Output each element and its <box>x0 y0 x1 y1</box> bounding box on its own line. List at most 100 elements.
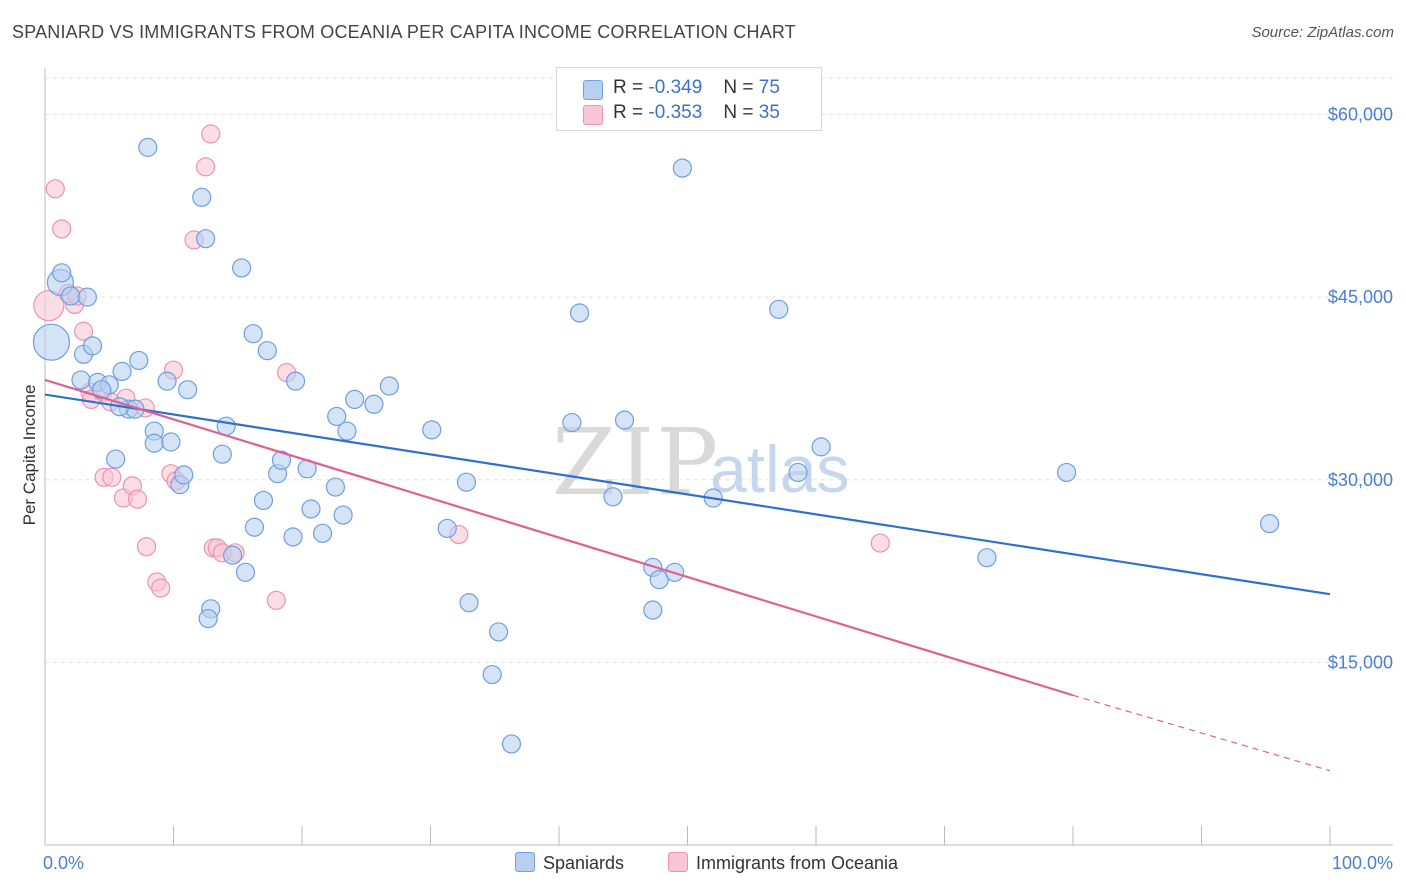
legend-r-value: -0.349 <box>648 77 703 98</box>
spaniard-point <box>212 444 232 464</box>
oceania-point <box>201 124 221 144</box>
spaniards-trend-line <box>44 393 1331 596</box>
series-oceania-points <box>33 124 890 610</box>
legend-n-label: N = <box>723 77 754 98</box>
spaniard-point <box>271 450 292 470</box>
y-tick-label: $30,000 <box>1328 470 1393 490</box>
x-tick-label-start: 0.0% <box>43 853 84 873</box>
spaniard-point <box>223 545 243 565</box>
chart-title: SPANIARD VS IMMIGRANTS FROM OCEANIA PER … <box>12 22 796 42</box>
oceania-point <box>870 533 890 553</box>
y-axis-label: Per Capita Income <box>20 385 39 526</box>
spaniard-point <box>569 303 590 323</box>
oceania-trend-extension <box>1072 694 1331 772</box>
legend-r-label: R = <box>613 102 644 123</box>
spaniard-point <box>977 548 997 568</box>
spaniard-point <box>174 465 194 485</box>
y-tick-label: $60,000 <box>1328 105 1393 125</box>
spaniard-point <box>52 263 72 283</box>
oceania-point <box>73 321 94 341</box>
legend-r-label: R = <box>613 77 644 98</box>
bottom-legend-oceania: Immigrants from Oceania <box>668 852 898 874</box>
spaniard-point <box>129 350 149 371</box>
source-label: Source: ZipAtlas.com <box>1251 24 1394 41</box>
spaniard-point <box>285 371 306 391</box>
legend-label-spaniards: Spaniards <box>543 853 625 873</box>
spaniard-point <box>257 341 277 361</box>
y-tick-labels: $15,000 $30,000 $45,000 $60,000 <box>1328 105 1393 673</box>
legend-swatch-pink <box>668 852 688 872</box>
spaniard-point <box>327 406 347 427</box>
spaniard-point <box>482 664 502 685</box>
spaniard-point <box>32 323 71 361</box>
spaniard-point <box>811 437 831 457</box>
legend-n-value: 75 <box>758 77 780 98</box>
spaniard-point <box>144 433 164 453</box>
spaniard-point <box>77 287 98 307</box>
spaniard-point <box>501 734 522 754</box>
legend-n-label: N = <box>723 102 754 123</box>
oceania-point <box>266 590 286 610</box>
spaniard-point <box>196 229 216 249</box>
spaniard-point <box>106 449 126 469</box>
oceania-point <box>136 537 157 557</box>
spaniard-point <box>649 569 669 590</box>
oceania-point <box>52 219 72 239</box>
legend-swatch-blue <box>583 80 603 100</box>
spaniard-point <box>253 490 274 511</box>
spaniard-point <box>138 137 158 157</box>
spaniard-point <box>232 258 252 278</box>
spaniard-point <box>788 462 808 483</box>
oceania-point <box>151 578 171 598</box>
spaniard-point <box>345 389 365 410</box>
spaniard-point <box>672 158 692 178</box>
x-tick-label-end: 100.0% <box>1332 853 1393 873</box>
legend-r-value: -0.353 <box>648 102 703 123</box>
legend-swatch-blue <box>515 852 535 872</box>
spaniard-point <box>1260 513 1280 534</box>
spaniard-point <box>456 472 477 492</box>
legend-label-oceania: Immigrants from Oceania <box>696 853 899 873</box>
spaniard-point <box>325 477 346 497</box>
spaniard-point <box>91 380 112 400</box>
legend-swatch-pink <box>583 105 603 125</box>
spaniard-point <box>614 410 635 430</box>
spaniard-point <box>235 562 256 582</box>
spaniard-point <box>437 518 457 539</box>
legend-n-value: 35 <box>758 102 780 123</box>
spaniard-point <box>198 608 218 629</box>
spaniard-point <box>192 187 212 207</box>
spaniard-point <box>459 593 479 613</box>
spaniard-point <box>157 371 177 391</box>
spaniard-point <box>161 432 181 452</box>
spaniard-point <box>112 361 132 382</box>
oceania-trend-line <box>44 378 1074 697</box>
oceania-point <box>45 179 65 199</box>
spaniard-point <box>364 394 384 414</box>
spaniard-point <box>489 622 509 642</box>
spaniard-point <box>61 286 81 306</box>
spaniard-point <box>283 527 303 547</box>
spaniard-point <box>333 505 353 525</box>
spaniard-point <box>71 370 91 390</box>
spaniard-point <box>243 324 263 344</box>
oceania-point <box>127 489 148 509</box>
spaniard-point <box>312 523 333 543</box>
series-spaniards-points <box>32 137 1280 754</box>
spaniard-point <box>1056 462 1077 483</box>
spaniard-point <box>422 420 442 440</box>
stats-legend: R = -0.349 N = 75 R = -0.353 N = 35 <box>556 67 822 131</box>
spaniard-point <box>643 600 663 620</box>
oceania-point <box>33 290 65 322</box>
trend-lines <box>44 378 1331 772</box>
spaniard-point <box>178 380 198 400</box>
y-tick-label: $45,000 <box>1328 287 1393 307</box>
spaniard-point <box>337 421 357 441</box>
bottom-legend-spaniards: Spaniards <box>515 852 624 874</box>
spaniard-point <box>603 487 623 507</box>
oceania-point <box>196 157 216 177</box>
oceania-point <box>102 467 122 487</box>
axes <box>44 68 1393 846</box>
spaniard-point <box>769 299 789 319</box>
